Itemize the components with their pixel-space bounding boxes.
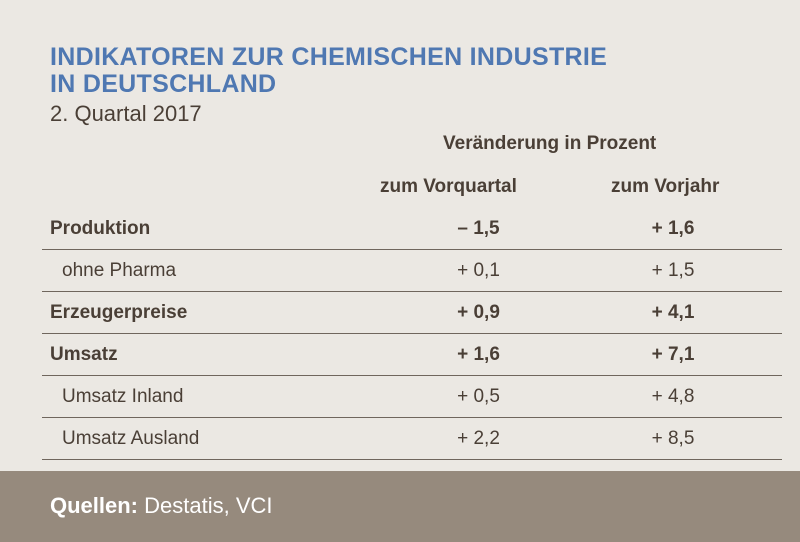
row-label: Umsatz — [50, 344, 118, 365]
column-header-vorquartal: zum Vorquartal — [380, 176, 517, 197]
source-text: Quellen: Destatis, VCI — [50, 493, 273, 519]
row-label: Umsatz Inland — [62, 386, 184, 407]
row-label: ohne Pharma — [62, 260, 177, 281]
source-footer: Quellen: Destatis, VCI — [0, 471, 800, 542]
value-vorquartal: + 0,1 — [457, 260, 500, 281]
value-vorquartal: + 1,6 — [457, 344, 500, 365]
column-group-header: Veränderung in Prozent — [443, 133, 657, 154]
table-row: Umsatz Inland + 0,5 + 4,8 — [42, 376, 782, 418]
table-row: Umsatz Ausland + 2,2 + 8,5 — [42, 418, 782, 460]
value-vorjahr: + 1,5 — [651, 260, 695, 281]
title-line-1: INDIKATOREN ZUR CHEMISCHEN INDUSTRIE — [50, 43, 608, 71]
value-vorjahr: + 8,5 — [651, 428, 695, 449]
value-vorjahr: + 4,1 — [651, 302, 695, 323]
value-vorjahr: + 1,6 — [651, 218, 695, 239]
table-row: ohne Pharma + 0,1 + 1,5 — [42, 250, 782, 292]
title-line-2: IN DEUTSCHLAND — [50, 70, 277, 98]
table-row: Erzeugerpreise + 0,9 + 4,1 — [42, 292, 782, 334]
row-label: Erzeugerpreise — [50, 302, 188, 323]
indicator-table: Produktion – 1,5 + 1,6 ohne Pharma + 0,1… — [42, 208, 782, 460]
table-row: Produktion – 1,5 + 1,6 — [42, 208, 782, 250]
value-vorquartal: + 2,2 — [457, 428, 500, 449]
table-row: Umsatz + 1,6 + 7,1 — [42, 334, 782, 376]
row-label: Produktion — [50, 218, 151, 239]
value-vorquartal: + 0,9 — [457, 302, 500, 323]
value-vorquartal: – 1,5 — [457, 218, 500, 239]
row-label: Umsatz Ausland — [62, 428, 200, 449]
column-header-vorjahr: zum Vorjahr — [611, 176, 720, 197]
source-label: Quellen: — [50, 493, 139, 518]
value-vorjahr: + 4,8 — [651, 386, 695, 407]
page-title: INDIKATOREN ZUR CHEMISCHEN INDUSTRIE IN … — [50, 44, 607, 98]
source-value: Destatis, VCI — [138, 493, 273, 518]
page-subtitle: 2. Quartal 2017 — [50, 101, 202, 126]
value-vorquartal: + 0,5 — [457, 386, 500, 407]
value-vorjahr: + 7,1 — [651, 344, 695, 365]
